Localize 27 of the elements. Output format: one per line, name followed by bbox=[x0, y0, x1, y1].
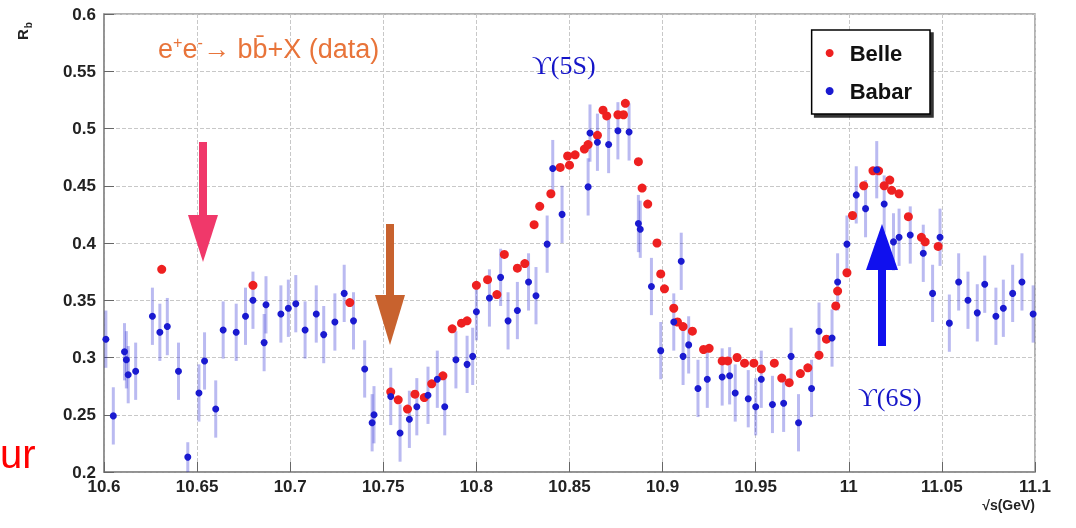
x-tick-label: 11.05 bbox=[921, 477, 963, 496]
x-tick-label: 11 bbox=[839, 477, 858, 496]
x-tick-label: 10.65 bbox=[175, 477, 219, 496]
y-tick-label: 0.55 bbox=[62, 61, 96, 81]
y-tick-label: 0.25 bbox=[62, 405, 96, 425]
y-tick-label: 0.45 bbox=[62, 176, 96, 196]
legend-label: Belle bbox=[849, 40, 903, 66]
x-tick-label: 10.8 bbox=[459, 477, 493, 496]
x-tick-label: 10.6 bbox=[87, 477, 121, 496]
y-tick-label: 0.35 bbox=[62, 290, 96, 310]
x-tick-label: 10.95 bbox=[734, 477, 777, 496]
legend-label: Babar bbox=[849, 78, 913, 104]
annotation: ϒ(6S) bbox=[858, 382, 922, 412]
y-axis-title: Rb bbox=[13, 22, 34, 40]
x-tick-label: 10.85 bbox=[548, 477, 591, 496]
x-tick-label: 10.7 bbox=[273, 477, 307, 496]
x-tick-label: 10.75 bbox=[362, 477, 405, 496]
y-tick-label: 0.3 bbox=[72, 348, 96, 367]
y-tick-label: 0.5 bbox=[72, 119, 96, 138]
annotation: e+e-→ bb̄+X (data) bbox=[158, 33, 380, 64]
y-tick-label: 0.4 bbox=[72, 233, 97, 253]
annotation: ϒ(5S) bbox=[532, 50, 596, 80]
x-tick-label: 11.1 bbox=[1018, 477, 1052, 496]
x-axis-title: √s(GeV) bbox=[982, 497, 1035, 513]
text: ur bbox=[0, 432, 36, 476]
y-tick-label: 0.6 bbox=[72, 4, 96, 24]
x-tick-label: 10.9 bbox=[646, 477, 680, 496]
